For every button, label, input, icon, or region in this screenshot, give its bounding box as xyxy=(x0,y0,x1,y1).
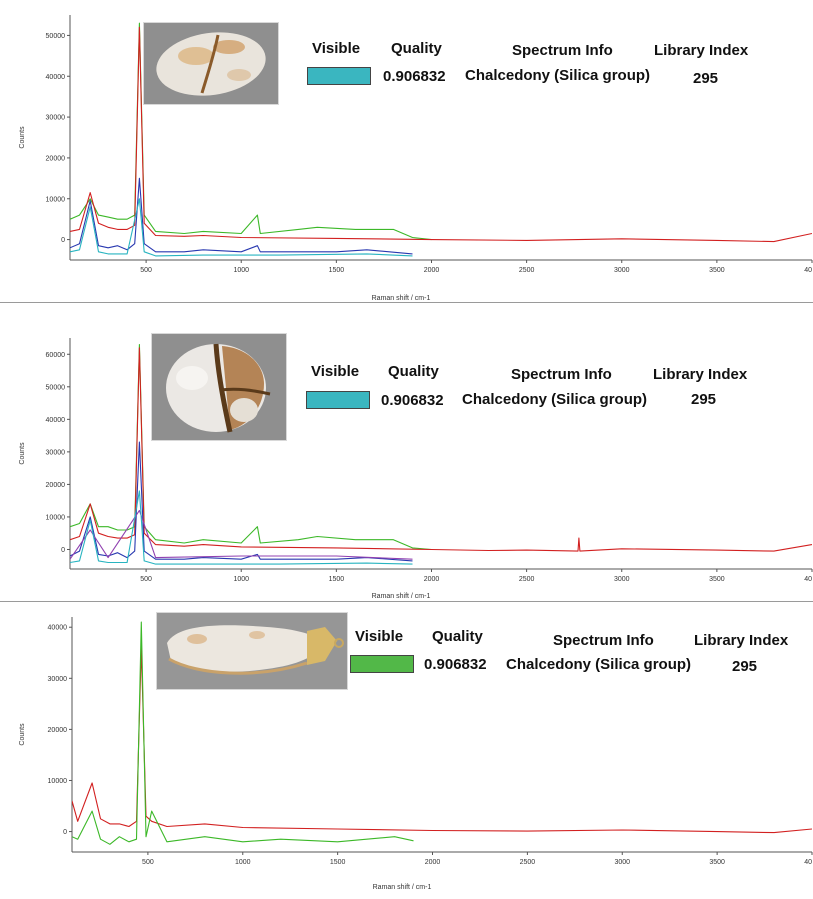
y-tick-label: 40000 xyxy=(46,74,66,81)
x-tick-label: 500 xyxy=(142,859,154,866)
visible-swatch[interactable] xyxy=(350,655,414,673)
x-tick-label: 1000 xyxy=(235,859,251,866)
spectrum-series-line xyxy=(70,347,812,552)
stone-photo-2-icon xyxy=(152,334,286,440)
x-tick-label: 3000 xyxy=(614,576,630,583)
spectrum-series-line xyxy=(70,26,812,243)
spectrum-series-line xyxy=(70,441,413,562)
x-tick-label: 2500 xyxy=(519,576,535,583)
spectrum-series-line xyxy=(72,621,414,845)
y-axis-title: Counts xyxy=(19,442,26,465)
y-tick-label: 0 xyxy=(61,547,65,554)
stone-photo-1 xyxy=(143,22,279,105)
x-tick-label: 2500 xyxy=(519,267,535,274)
library-index-value: 295 xyxy=(732,658,758,675)
x-tick-label: 3000 xyxy=(614,859,630,866)
spectrum-series-line xyxy=(70,22,432,241)
stone-photo-2 xyxy=(151,333,287,441)
spectrum-panel-2: 0 10000 20000 30000 40000 50000 60000 500 1000 15… xyxy=(0,303,813,602)
x-tick-label: 40 xyxy=(804,859,812,866)
quality-header: Quality xyxy=(391,40,442,57)
x-tick-label: 1500 xyxy=(330,859,346,866)
spectrum-series-line xyxy=(70,198,413,257)
y-axis-title: Counts xyxy=(19,126,26,149)
quality-value: 0.906832 xyxy=(424,656,487,673)
x-tick-label: 3500 xyxy=(709,576,725,583)
spectrum-series-line xyxy=(70,509,413,560)
visible-header: Visible xyxy=(355,628,404,645)
x-tick-label: 2000 xyxy=(424,267,440,274)
spectrum-panel-3: 0 10000 20000 30000 40000 500 1000 1500 2000 2500… xyxy=(0,602,813,899)
x-axis-title: Raman shift / cm-1 xyxy=(372,593,431,600)
spectrum-info-header: Spectrum Info xyxy=(553,632,654,649)
x-axis-title: Raman shift / cm-1 xyxy=(373,884,432,891)
visible-swatch[interactable] xyxy=(307,67,371,85)
x-tick-label: 3500 xyxy=(709,267,725,274)
x-tick-label: 1000 xyxy=(233,576,249,583)
y-tick-label: 30000 xyxy=(46,115,66,122)
y-tick-label: 30000 xyxy=(48,676,68,683)
library-index-header: Library Index xyxy=(654,42,749,59)
spectrum-info-value: Chalcedony (Silica group) xyxy=(465,67,651,84)
spectrum-chart-1: 0 10000 20000 30000 40000 50000 500 1000 1500 200… xyxy=(19,15,813,302)
x-tick-label: 1500 xyxy=(329,576,345,583)
spectrum-info-header: Spectrum Info xyxy=(512,42,613,59)
x-tick-label: 500 xyxy=(140,576,152,583)
library-index-value: 295 xyxy=(693,70,719,87)
pendant-photo-icon xyxy=(157,613,347,689)
y-tick-label: 0 xyxy=(63,829,67,836)
x-tick-label: 1500 xyxy=(329,267,345,274)
x-tick-label: 3500 xyxy=(709,859,725,866)
x-tick-label: 3000 xyxy=(614,267,630,274)
visible-header: Visible xyxy=(311,363,360,380)
spectrum-info-value: Chalcedony (Silica group) xyxy=(462,391,648,408)
spectrum-info-value: Chalcedony (Silica group) xyxy=(506,656,692,673)
y-tick-label: 60000 xyxy=(46,352,66,359)
spectrum-series-line xyxy=(72,647,812,834)
quality-value: 0.906832 xyxy=(381,392,444,409)
quality-header: Quality xyxy=(432,628,483,645)
y-tick-label: 20000 xyxy=(46,482,66,489)
spectrum-series-line xyxy=(70,177,413,255)
x-axis-title: Raman shift / cm-1 xyxy=(372,295,431,302)
y-tick-label: 30000 xyxy=(46,449,66,456)
spectrum-series-line xyxy=(70,343,432,551)
x-tick-label: 2500 xyxy=(520,859,536,866)
y-tick-label: 0 xyxy=(61,237,65,244)
spectrum-chart-2: 0 10000 20000 30000 40000 50000 60000 500 1000 15… xyxy=(19,338,813,600)
quality-value: 0.906832 xyxy=(383,68,446,85)
y-tick-label: 50000 xyxy=(46,33,66,40)
x-tick-label: 2000 xyxy=(424,576,440,583)
y-tick-label: 50000 xyxy=(46,384,66,391)
quality-header: Quality xyxy=(388,363,439,380)
y-axis-title: Counts xyxy=(19,723,26,746)
spectrum-panel-1: 0 10000 20000 30000 40000 50000 500 1000 1500 200… xyxy=(0,0,813,303)
x-tick-label: 500 xyxy=(140,267,152,274)
library-index-value: 295 xyxy=(691,391,717,408)
x-tick-label: 40 xyxy=(804,267,812,274)
x-tick-label: 1000 xyxy=(233,267,249,274)
y-tick-label: 40000 xyxy=(46,417,66,424)
x-tick-label: 2000 xyxy=(425,859,441,866)
stone-photo-1-icon xyxy=(144,23,278,104)
y-tick-label: 10000 xyxy=(46,196,66,203)
y-tick-label: 40000 xyxy=(48,625,68,632)
spectrum-chart-3: 0 10000 20000 30000 40000 500 1000 1500 2000 2500… xyxy=(19,617,813,891)
y-tick-label: 10000 xyxy=(48,778,68,785)
y-tick-label: 10000 xyxy=(46,514,66,521)
visible-swatch[interactable] xyxy=(306,391,370,409)
y-tick-label: 20000 xyxy=(46,155,66,162)
y-tick-label: 20000 xyxy=(48,727,68,734)
library-index-header: Library Index xyxy=(653,366,748,383)
visible-header: Visible xyxy=(312,40,361,57)
spectrum-series-line xyxy=(70,490,413,565)
library-index-header: Library Index xyxy=(694,632,789,649)
spectrum-info-header: Spectrum Info xyxy=(511,366,612,383)
pendant-photo xyxy=(156,612,348,690)
x-tick-label: 40 xyxy=(804,576,812,583)
